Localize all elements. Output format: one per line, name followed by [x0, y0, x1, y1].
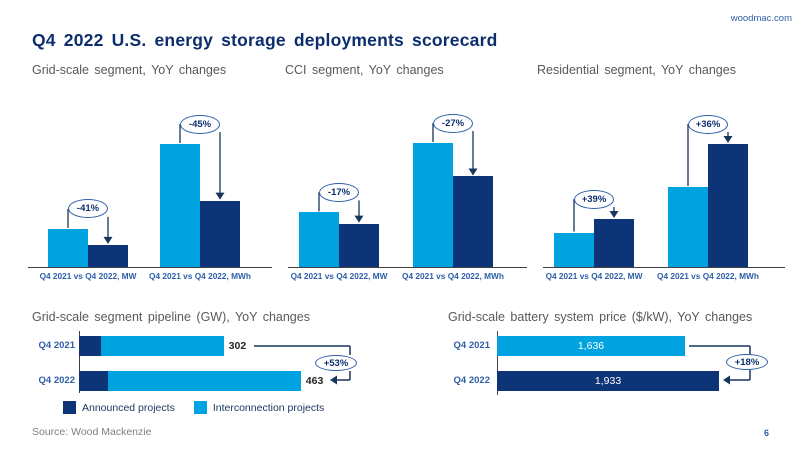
bar-q4-2021	[160, 144, 200, 267]
bar-q4-2021	[668, 187, 708, 267]
legend-label-interconnection: Interconnection projects	[212, 401, 325, 414]
category-label: Q4 2021 vs Q4 2022, MW	[39, 271, 137, 281]
bar-q4-2022	[497, 371, 720, 391]
arrow-down-icon	[354, 215, 364, 223]
bar-q4-2022	[453, 176, 493, 267]
chart-title: CCI segment, YoY changes	[285, 63, 444, 77]
bar-q4-2021	[48, 228, 88, 267]
annotation-oval: +18%	[726, 354, 768, 370]
chart-legend: Announced projects Interconnection proje…	[63, 401, 324, 414]
bar-interconnection	[107, 371, 301, 391]
y-axis-line	[497, 331, 498, 395]
category-label: Q4 2021 vs Q4 2022, MW	[545, 271, 643, 281]
bar-q4-2022	[88, 244, 128, 267]
arrow-down-icon	[609, 211, 619, 219]
arrow-down-icon	[215, 192, 225, 200]
bar-value-label: 1,933	[594, 375, 622, 387]
chart-plot: Q4 2021 1,636 Q4 2022 1,933 +18%	[420, 300, 792, 430]
bar-value-label: 1,636	[577, 340, 605, 352]
chart-title: Grid-scale segment pipeline (GW), YoY ch…	[32, 310, 310, 324]
x-axis-line	[28, 267, 272, 268]
woodmac-site-text: woodmac.com	[730, 13, 792, 24]
annotation-oval: -27%	[433, 113, 473, 133]
arrow-down-icon	[723, 136, 733, 143]
bar-q4-2022	[708, 144, 748, 267]
bar-interconnection	[101, 336, 224, 356]
row-label: Q4 2021	[453, 340, 490, 351]
annotation-oval: +53%	[315, 355, 357, 371]
bar-q4-2022	[200, 200, 240, 267]
arrow-down-icon	[468, 168, 478, 176]
chart-title: Grid-scale battery system price ($/kW), …	[448, 310, 753, 324]
chart-grid-scale-segment: Grid-scale segment, YoY changes Q4 2021 …	[20, 55, 280, 290]
arrow-left-icon	[723, 375, 730, 385]
row-label: Q4 2021	[38, 340, 75, 351]
chart-cci-segment: CCI segment, YoY changes Q4 2021 vs Q4 2…	[280, 55, 535, 290]
chart-pipeline: Grid-scale segment pipeline (GW), YoY ch…	[20, 300, 400, 430]
row-label: Q4 2022	[38, 375, 75, 386]
x-axis-line	[288, 267, 527, 268]
arrow-left-icon	[330, 375, 337, 385]
annotation-oval: -17%	[319, 182, 359, 202]
category-label: Q4 2021 vs Q4 2022, MW	[290, 271, 388, 281]
y-axis-line	[79, 331, 80, 393]
row-label: Q4 2022	[453, 375, 490, 386]
arrow-down-icon	[103, 236, 113, 244]
chart-title: Residential segment, YoY changes	[537, 63, 736, 77]
legend-swatch-announced	[63, 401, 76, 414]
annotation-oval: -45%	[180, 114, 220, 134]
page-number: 6	[764, 428, 770, 438]
bar-q4-2021	[299, 212, 339, 267]
x-axis-line	[543, 267, 785, 268]
bar-announced	[79, 336, 102, 356]
bar-q4-2021	[413, 143, 453, 267]
bar-q4-2022	[339, 223, 379, 267]
annotation-oval: -41%	[68, 199, 108, 219]
total-value-label: 463	[305, 375, 324, 387]
bar-q4-2022	[594, 219, 634, 267]
chart-plot: Q4 2021 vs Q4 2022, MW -17% Q4 2021 vs Q4 …	[280, 55, 535, 290]
chart-battery-price: Grid-scale battery system price ($/kW), …	[420, 300, 792, 430]
category-label: Q4 2021 vs Q4 2022, MWh	[657, 271, 759, 281]
annotation-oval: +36%	[688, 114, 728, 134]
bar-announced	[79, 371, 108, 391]
legend-label-announced: Announced projects	[82, 401, 175, 414]
chart-title: Grid-scale segment, YoY changes	[32, 63, 227, 77]
total-value-label: 302	[228, 340, 247, 352]
legend-swatch-interconnection	[193, 401, 207, 414]
bar-q4-2021	[554, 232, 594, 267]
bar-q4-2021	[497, 336, 685, 356]
chart-plot: Q4 2021 vs Q4 2022, MW +39% Q4 2021 vs Q4 …	[535, 55, 793, 290]
chart-plot: Q4 2021 302 Q4 2022 463 +53%	[20, 300, 400, 430]
source-note: Source: Wood Mackenzie	[32, 426, 152, 438]
category-label: Q4 2021 vs Q4 2022, MWh	[402, 271, 504, 281]
annotation-oval: +39%	[574, 189, 614, 209]
category-label: Q4 2021 vs Q4 2022, MWh	[149, 271, 251, 281]
page-title: Q4 2022 U.S. energy storage deployments …	[32, 30, 498, 50]
chart-plot: Q4 2021 vs Q4 2022, MW -41% Q4 2021 vs Q4 …	[20, 55, 280, 290]
chart-residential-segment: Residential segment, YoY changes Q4 2021…	[535, 55, 793, 290]
